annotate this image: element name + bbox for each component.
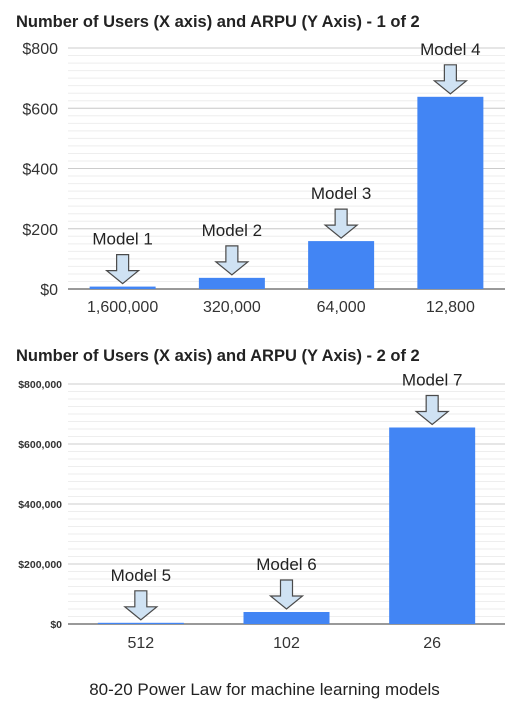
y-tick-label: $400,000 [18, 499, 62, 511]
figure-caption: 80-20 Power Law for machine learning mod… [89, 680, 440, 699]
y-tick-label: $0 [40, 282, 58, 299]
y-tick-label: $400 [22, 162, 58, 179]
chart-2-svg: Number of Users (X axis) and ARPU (Y Axi… [16, 347, 505, 652]
bar-4 [417, 96, 484, 290]
x-tick-label: 512 [127, 635, 154, 652]
x-tick-label: 26 [423, 635, 441, 652]
x-tick-label: 64,000 [317, 299, 366, 316]
bar-3 [389, 427, 476, 624]
model-annotation: Model 6 [256, 555, 316, 574]
y-tick-label: $200,000 [18, 559, 62, 571]
y-tick-label: $600 [22, 101, 58, 118]
chart-1-svg: Number of Users (X axis) and ARPU (Y Axi… [16, 13, 505, 316]
y-tick-label: $0 [50, 619, 62, 631]
x-tick-label: 1,600,000 [87, 299, 158, 316]
x-tick-label: 320,000 [203, 299, 261, 316]
bar-1 [89, 286, 156, 289]
down-arrow-icon [432, 64, 469, 95]
model-annotation: Model 5 [111, 566, 171, 585]
down-arrow-icon [268, 579, 305, 610]
chart-1: Number of Users (X axis) and ARPU (Y Axi… [0, 0, 529, 330]
model-annotation: Model 2 [202, 221, 262, 240]
x-tick-label: 12,800 [426, 299, 475, 316]
bar-3 [308, 241, 375, 289]
chart-title: Number of Users (X axis) and ARPU (Y Axi… [16, 347, 420, 365]
y-tick-label: $800 [22, 41, 58, 58]
y-tick-label: $800,000 [18, 379, 62, 391]
down-arrow-icon [414, 394, 450, 426]
x-tick-label: 102 [273, 635, 300, 652]
y-tick-label: $200 [22, 222, 58, 239]
bar-2 [243, 612, 330, 624]
down-arrow-icon [323, 208, 359, 239]
down-arrow-icon [214, 245, 250, 276]
down-arrow-icon [123, 590, 159, 621]
model-annotation: Model 3 [311, 184, 371, 203]
down-arrow-icon [104, 253, 141, 285]
y-tick-label: $600,000 [18, 439, 62, 451]
chart-2: Number of Users (X axis) and ARPU (Y Axi… [0, 340, 529, 660]
bar-2 [198, 277, 265, 289]
model-annotation: Model 1 [92, 230, 152, 249]
model-annotation: Model 7 [402, 371, 462, 390]
model-annotation: Model 4 [420, 40, 480, 59]
chart-title: Number of Users (X axis) and ARPU (Y Axi… [16, 13, 420, 31]
bar-1 [97, 622, 184, 624]
